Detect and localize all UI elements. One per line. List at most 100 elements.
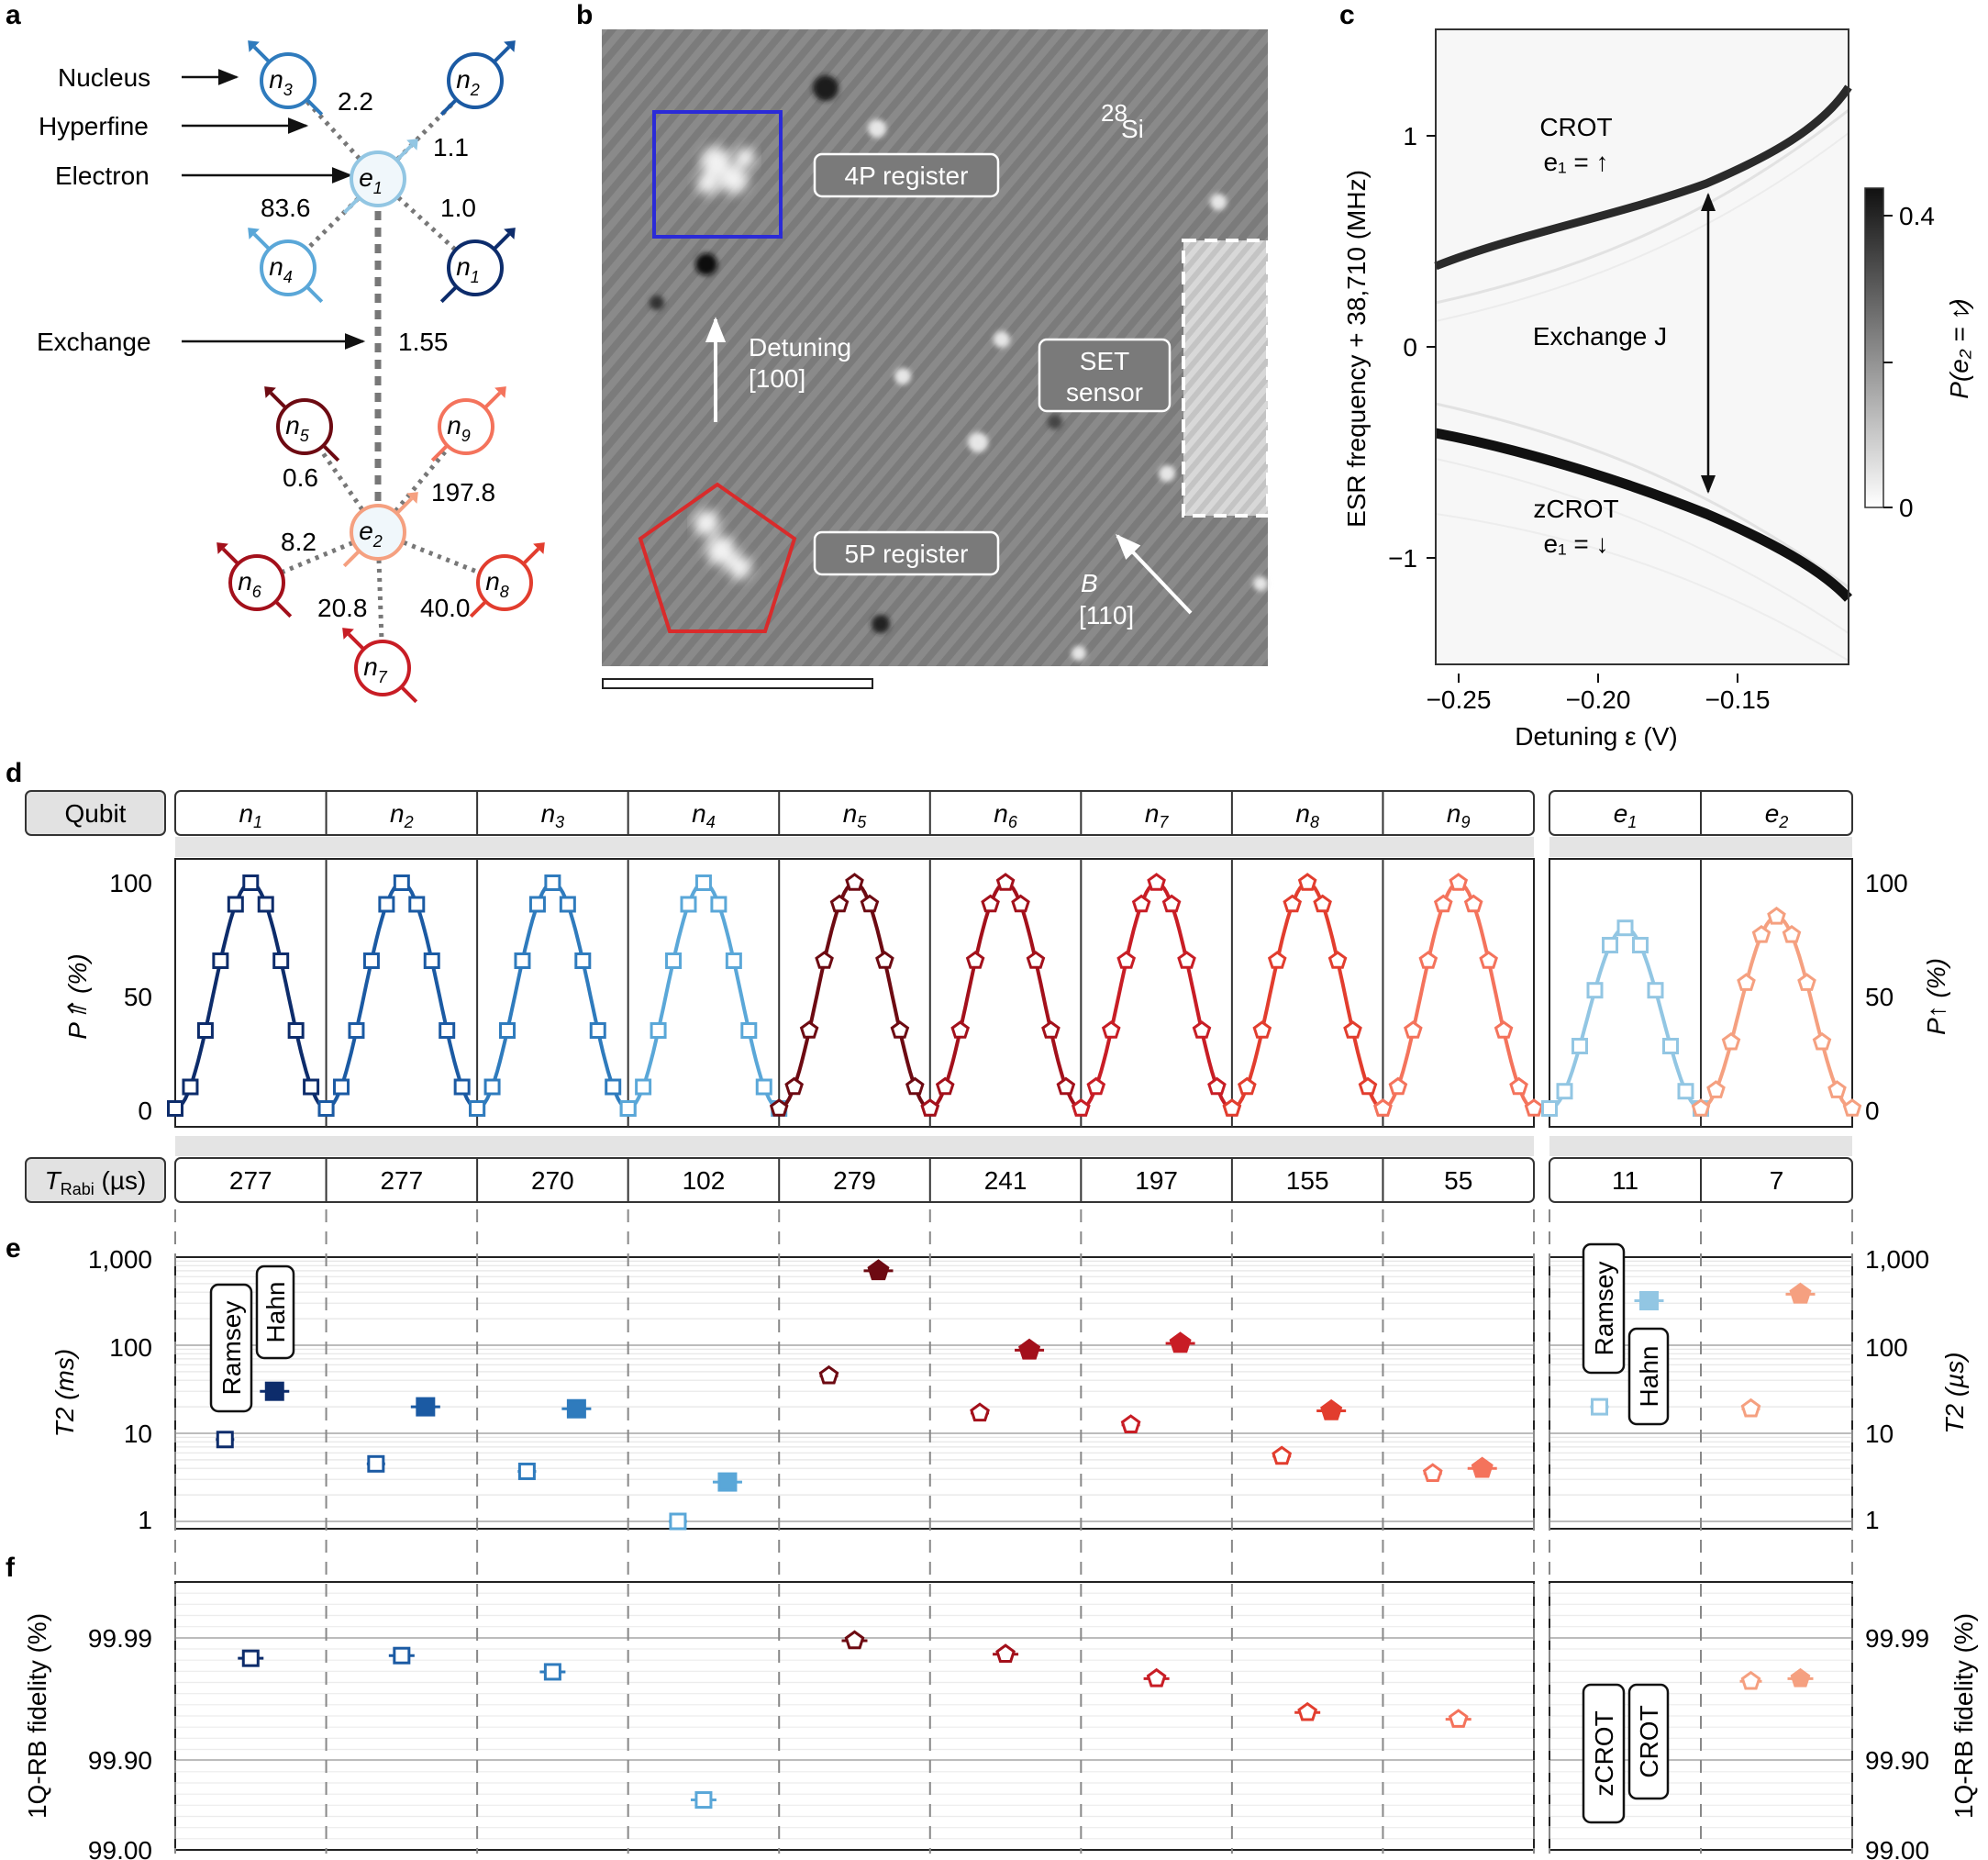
rabi-point-n7: [1147, 873, 1166, 891]
rabi-point-n5: [890, 1020, 910, 1039]
rabi-point-e2: [1721, 1031, 1741, 1051]
spin-circle-n8: [476, 554, 533, 611]
rb-zcrot-e2: [1740, 1670, 1761, 1690]
rabi-point-n9: [1463, 894, 1483, 913]
scale-bar: [602, 678, 873, 689]
c-xtick-015: −0.15: [1705, 685, 1771, 714]
t2-ramsey-e2: [1740, 1398, 1761, 1418]
t-rabi-n9: 55: [1444, 1166, 1472, 1195]
label-crot: CROT: [1539, 113, 1612, 141]
rabi-point-n5: [784, 1076, 805, 1096]
rb-zcrot-n7: [1146, 1667, 1167, 1687]
c-ylabel: ESR frequency + 38,710 (MHz): [1342, 170, 1371, 528]
rabi-point-n2: [333, 1078, 350, 1096]
esr-faint-lines: [1435, 108, 1849, 662]
rabi-point-n7: [1192, 1020, 1212, 1039]
rabi-point-n4: [665, 952, 683, 969]
panel-label-d: d: [6, 758, 22, 788]
d-ytick-0: 0: [138, 1097, 152, 1125]
rabi-point-e2: [1797, 973, 1816, 991]
rabi-point-n2: [439, 1022, 456, 1040]
rabi-point-n8: [1267, 951, 1287, 969]
label-si: Si: [1121, 115, 1144, 143]
rabi-point-n8: [1327, 951, 1348, 969]
rabi-curve-e1: [1549, 926, 1702, 1110]
rabi-point-n8: [1358, 1076, 1378, 1096]
rabi-point-n8: [1252, 1020, 1272, 1039]
spin-circle-n4: [260, 239, 317, 296]
qubit-grid: Qubit TRabi (µs) n1277n2277n3270n4102n52…: [23, 790, 1978, 1860]
label-detuning: Detuning: [749, 333, 851, 362]
rabi-point-e1: [1602, 936, 1618, 953]
spin-node-e2: e2: [342, 492, 418, 568]
spin-circle-n2: [447, 52, 504, 109]
label-hahn: Hahn: [261, 1282, 290, 1343]
spin-node-n5: n5: [264, 386, 340, 462]
register-5p-pentagon: [638, 482, 797, 633]
panel-label-f: f: [6, 1553, 16, 1583]
rabi-point-n9: [1433, 894, 1453, 913]
e-ytick-10-right: 10: [1865, 1420, 1894, 1448]
e-ytick-1000: 1,000: [88, 1245, 152, 1274]
panel-b-stm-image: 4P register 5P register SET sensor Detun…: [602, 29, 1270, 689]
rabi-point-e1: [1572, 1038, 1588, 1055]
d-ytick-0-right: 0: [1865, 1097, 1880, 1125]
rabi-point-n6: [935, 1076, 955, 1096]
colorbar-label: P(e₂ = ↑̷): [1945, 298, 1973, 398]
rabi-curve-n9: [1382, 880, 1535, 1110]
rabi-point-n5: [815, 951, 834, 969]
rabi-point-n2: [317, 1100, 335, 1117]
spin-circle-e2: [350, 504, 406, 561]
rabi-point-n8: [1222, 1098, 1242, 1117]
rabi-point-n2: [393, 874, 410, 891]
b-field-arrow: [1116, 533, 1193, 615]
rb-zcrot-n4: [694, 1791, 713, 1810]
rabi-row-label: TRabi (µs): [45, 1166, 147, 1198]
panel-label-a: a: [6, 0, 21, 30]
t-rabi-n5: 279: [833, 1166, 876, 1195]
label-zcrot-rb: zCROT: [1590, 1710, 1618, 1796]
qubit-column-e1: e1 11: [1541, 799, 1709, 1854]
rabi-point-n9: [1509, 1076, 1528, 1096]
coupling-n4: 83.6: [261, 194, 311, 222]
rabi-point-n7: [1131, 894, 1151, 913]
rabi-curve-n4: [627, 880, 780, 1110]
spin-node-n2: n2: [439, 40, 516, 117]
t2-ramsey-n8: [1272, 1445, 1293, 1465]
e-ytick-1-right: 1: [1865, 1506, 1880, 1534]
rabi-point-n8: [1283, 894, 1303, 913]
label-box-zcrot: [1582, 1683, 1626, 1824]
rabi-point-n3: [514, 952, 531, 969]
rb-zcrot-n2: [393, 1646, 411, 1665]
rabi-point-e2: [1782, 925, 1802, 943]
t2-plot-frame-nuclear: [174, 1256, 1535, 1530]
label-box-crot: [1627, 1683, 1670, 1800]
t2-hahn-n8: [1320, 1398, 1343, 1420]
coupling-n3: 2.2: [338, 87, 373, 116]
spin-circle-n9: [438, 398, 494, 455]
label-hahn-electron: Hahn: [1635, 1346, 1663, 1408]
rabi-point-n9: [1373, 1098, 1393, 1117]
t2-hahn-n2: [416, 1397, 436, 1417]
t-rabi-e2: 7: [1770, 1166, 1784, 1195]
rabi-point-n4: [694, 874, 712, 891]
rabi-point-e1: [1632, 936, 1649, 953]
register-4p-square: [652, 110, 783, 239]
rabi-curve-n3: [476, 880, 629, 1110]
label-si-mass: 28: [1101, 99, 1127, 127]
d-ytick-100: 100: [109, 869, 152, 897]
t2-ramsey-n1: [216, 1431, 234, 1449]
rabi-point-n9: [1494, 1020, 1514, 1039]
crot-resonance: [1434, 84, 1852, 271]
spin-arrowhead-n4: [248, 228, 260, 239]
label-box-hahn: [255, 1264, 295, 1360]
coupling-n5: 0.6: [283, 463, 318, 492]
rabi-point-n3: [483, 1078, 501, 1096]
qubit-row-label: Qubit: [65, 799, 127, 828]
label-ramsey: Ramsey: [217, 1301, 246, 1396]
rabi-point-e2: [1691, 1098, 1711, 1117]
t2-ramsey-n2: [367, 1454, 385, 1473]
